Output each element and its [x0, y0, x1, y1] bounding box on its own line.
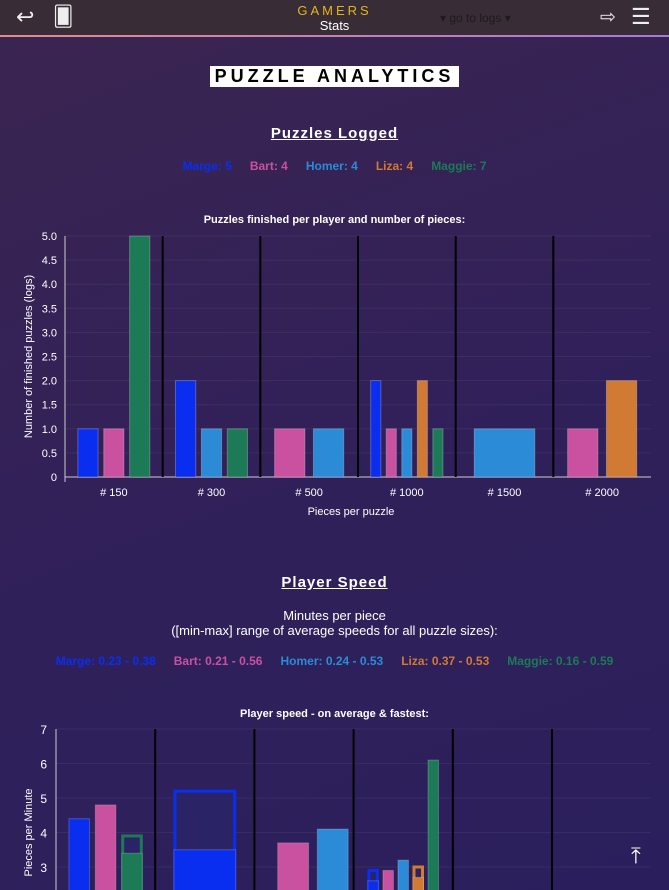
bar-bart: [274, 428, 306, 478]
legend-liza: Liza: 4: [375, 159, 414, 173]
y-tick-label: 5: [40, 792, 47, 806]
average-bar-bart: [382, 869, 394, 890]
x-tick-label: # 500: [295, 487, 323, 499]
legend-liza: Liza: 0.37 - 0.53: [401, 654, 490, 668]
legend-maggie: Maggie: 7: [431, 159, 487, 173]
y-tick-label: 5.0: [42, 231, 57, 243]
x-tick-label: # 150: [100, 487, 128, 499]
top-bar: ↩ 🂠 ▾ go to logs ▾ GAMERS Stats ⇨ ☰: [0, 0, 669, 37]
bar-homer: [200, 428, 223, 478]
cards-icon[interactable]: 🂠: [53, 6, 74, 28]
bar-maggie: [432, 428, 444, 478]
legend-marge: Marge: 5: [182, 159, 232, 173]
bar-liza: [605, 380, 638, 478]
login-icon[interactable]: ⇨: [600, 7, 616, 28]
y-tick-label: 1.0: [42, 424, 57, 436]
chart2-title: Player speed - on average & fastest:: [240, 708, 429, 720]
bar-marge: [370, 380, 382, 478]
y-tick-label: 1.5: [42, 400, 57, 412]
y-axis-label: Number of finished puzzles (logs): [23, 275, 35, 438]
average-bar-bart: [277, 842, 310, 890]
page-subtitle: Stats: [319, 18, 350, 33]
average-bar-maggie: [121, 852, 143, 890]
y-tick-label: 4.0: [42, 279, 57, 291]
speed-line1: Minutes per piece: [283, 608, 386, 623]
average-bar-maggie: [427, 759, 440, 890]
legend-homer: Homer: 0.24 - 0.53: [280, 654, 384, 668]
y-tick-label: 2.5: [42, 352, 57, 364]
average-bar-marge: [367, 880, 379, 890]
y-tick-label: 0: [51, 472, 57, 484]
y-tick-label: 0.5: [42, 448, 57, 460]
scroll-to-top-icon[interactable]: ⤒: [631, 843, 641, 868]
average-bar-homer: [397, 859, 409, 890]
player-speed-legend: Marge: 0.23 - 0.38 Bart: 0.21 - 0.56 Homer…: [0, 654, 669, 668]
bar-homer: [401, 428, 413, 478]
bar-maggie: [226, 428, 248, 478]
puzzles-logged-legend: Marge: 5 Bart: 4 Homer: 4 Liza: 4 Maggie: 7: [0, 159, 669, 173]
bar-liza: [416, 380, 428, 478]
y-tick-label: 3.0: [42, 327, 57, 339]
menu-icon[interactable]: ☰: [631, 4, 651, 29]
brand: GAMERS: [297, 3, 372, 18]
average-bar-bart: [94, 804, 117, 890]
x-axis-label: Pieces per puzzle: [308, 506, 395, 518]
average-bar-marge: [68, 818, 90, 890]
legend-bart: Bart: 0.21 - 0.56: [173, 654, 263, 668]
back-arrow-icon[interactable]: ↩: [16, 4, 35, 29]
legend-homer: Homer: 4: [305, 159, 358, 173]
y-tick-label: 3: [40, 861, 47, 875]
x-tick-label: # 2000: [585, 487, 619, 499]
bar-maggie: [129, 235, 151, 478]
speed-line2: ([min-max] range of average speeds for a…: [171, 623, 498, 638]
y-tick-label: 6: [40, 758, 47, 772]
y-tick-label: 4: [40, 827, 47, 841]
bar-homer: [312, 428, 345, 478]
average-bar-homer: [316, 828, 349, 890]
bar-bart: [567, 428, 599, 478]
chart1-title: Puzzles finished per player and number o…: [203, 214, 466, 226]
legend-marge: Marge: 0.23 - 0.38: [55, 654, 156, 668]
puzzles-logged-heading: Puzzles Logged: [270, 125, 399, 142]
bar-bart: [385, 428, 397, 478]
x-tick-label: # 300: [198, 487, 226, 499]
x-tick-label: # 1000: [390, 487, 424, 499]
bar-marge: [175, 380, 197, 478]
y-tick-label: 2.0: [42, 376, 57, 388]
legend-bart: Bart: 4: [249, 159, 288, 173]
bar-bart: [103, 428, 125, 478]
x-tick-label: # 1500: [488, 487, 522, 499]
page-title: PUZZLE ANALYTICS: [210, 66, 459, 87]
go-to-logs-link[interactable]: ▾ go to logs ▾: [440, 11, 511, 25]
player-speed-heading: Player Speed: [281, 574, 388, 591]
bar-marge: [77, 428, 99, 478]
y-tick-label: 7: [40, 723, 47, 737]
y-tick-label: 3.5: [42, 303, 57, 315]
legend-maggie: Maggie: 0.16 - 0.59: [507, 654, 614, 668]
average-bar-marge: [173, 849, 237, 890]
y-tick-label: 4.5: [42, 255, 57, 267]
bar-homer: [473, 428, 536, 478]
y-axis-label: Pieces per Minute: [23, 788, 35, 876]
average-bar-liza: [412, 876, 425, 890]
